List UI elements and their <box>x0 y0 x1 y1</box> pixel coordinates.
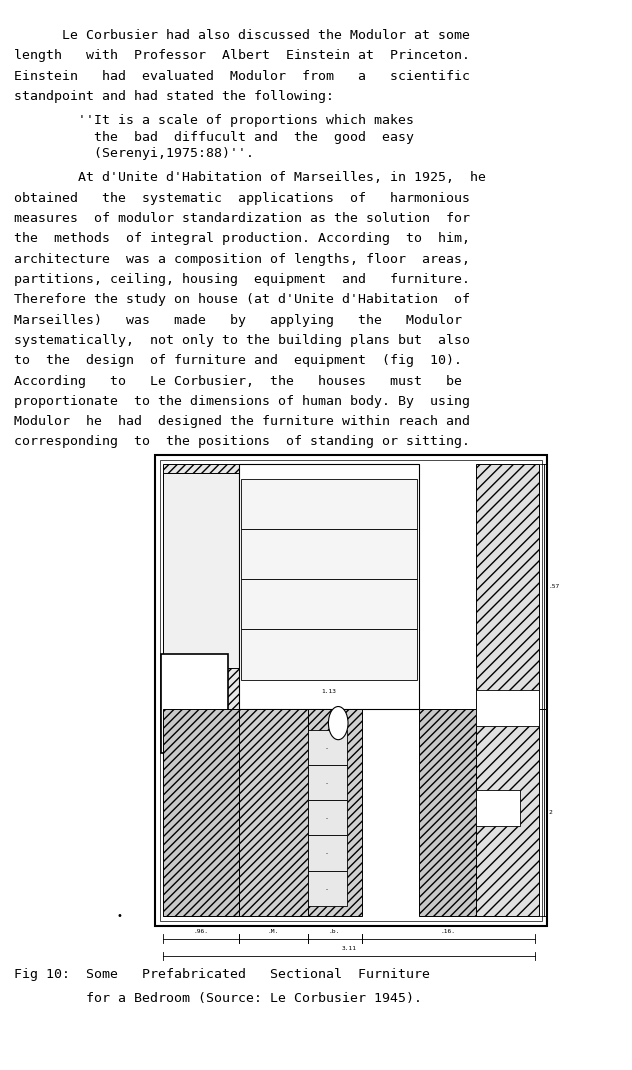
Text: 3.11: 3.11 <box>341 946 356 951</box>
Text: standpoint and had stated the following:: standpoint and had stated the following: <box>14 90 334 103</box>
Bar <box>308 871 347 906</box>
Text: According   to   Le Corbusier,  the   houses   must   be: According to Le Corbusier, the houses mu… <box>14 374 462 387</box>
Text: the  methods  of integral production. According  to  him,: the methods of integral production. Acco… <box>14 232 470 245</box>
Bar <box>159 459 542 921</box>
Text: .96.: .96. <box>193 929 209 934</box>
Bar <box>308 765 347 800</box>
Text: Modulor  he  had  designed the furniture within reach and: Modulor he had designed the furniture wi… <box>14 415 470 428</box>
Bar <box>161 654 228 753</box>
Text: architecture  was a composition of lengths, floor  areas,: architecture was a composition of length… <box>14 253 470 265</box>
Text: Therefore the study on house (at d'Unite d'Habitation  of: Therefore the study on house (at d'Unite… <box>14 293 470 306</box>
Text: .M.: .M. <box>268 929 279 934</box>
Text: Le Corbusier had also discussed the Modulor at some: Le Corbusier had also discussed the Modu… <box>14 29 470 42</box>
Bar <box>308 730 347 765</box>
Circle shape <box>329 706 348 739</box>
Text: Einstein   had  evaluated  Modulor  from   a   scientific: Einstein had evaluated Modulor from a sc… <box>14 70 470 82</box>
Bar <box>308 836 347 871</box>
Bar <box>476 464 539 916</box>
Text: systematically,  not only to the building plans but  also: systematically, not only to the building… <box>14 334 470 347</box>
Text: .16.: .16. <box>441 929 456 934</box>
Bar <box>241 629 417 679</box>
Text: •: • <box>117 911 123 921</box>
Bar <box>308 800 347 836</box>
Text: ..: .. <box>326 886 329 890</box>
Text: ..: .. <box>326 745 329 750</box>
Text: to  the  design  of furniture and  equipment  (fig  10).: to the design of furniture and equipment… <box>14 354 462 367</box>
Bar <box>308 709 362 916</box>
Bar <box>420 709 506 916</box>
Text: obtained   the  systematic  applications  of   harmonious: obtained the systematic applications of … <box>14 192 470 204</box>
Text: ''It is a scale of proportions which makes: ''It is a scale of proportions which mak… <box>14 114 414 127</box>
Text: ..: .. <box>326 815 329 821</box>
Text: proportionate  to the dimensions of human body. By  using: proportionate to the dimensions of human… <box>14 395 470 408</box>
Text: partitions, ceiling, housing  equipment  and   furniture.: partitions, ceiling, housing equipment a… <box>14 273 470 286</box>
Text: Marseilles)   was   made   by   applying   the   Modulor: Marseilles) was made by applying the Mod… <box>14 314 462 326</box>
Bar <box>476 790 520 826</box>
Bar <box>239 709 308 916</box>
Bar <box>476 690 539 727</box>
Bar <box>241 479 417 529</box>
Text: .57: .57 <box>548 584 559 590</box>
Text: ..: .. <box>326 780 329 785</box>
Text: for a Bedroom (Source: Le Corbusier 1945).: for a Bedroom (Source: Le Corbusier 1945… <box>14 992 422 1005</box>
Text: At d'Unite d'Habitation of Marseilles, in 1925,  he: At d'Unite d'Habitation of Marseilles, i… <box>14 171 486 184</box>
Bar <box>162 473 239 668</box>
Text: measures  of modulor standardization as the solution  for: measures of modulor standardization as t… <box>14 212 470 225</box>
Bar <box>162 464 239 916</box>
Text: Fig 10:  Some   Prefabricated   Sectional  Furniture: Fig 10: Some Prefabricated Sectional Fur… <box>14 968 430 981</box>
Text: 2: 2 <box>548 810 552 815</box>
Bar <box>241 529 417 579</box>
Bar <box>239 464 420 709</box>
Text: (Serenyi,1975:88)''.: (Serenyi,1975:88)''. <box>14 147 254 159</box>
Text: the  bad  diffucult and  the  good  easy: the bad diffucult and the good easy <box>14 131 414 143</box>
Text: .b.: .b. <box>329 929 340 934</box>
Bar <box>155 455 547 926</box>
Text: 1.13: 1.13 <box>322 689 337 694</box>
Text: ..: .. <box>326 851 329 855</box>
Text: corresponding  to  the positions  of standing or sitting.: corresponding to the positions of standi… <box>14 435 470 448</box>
Bar <box>162 709 239 916</box>
Text: length   with  Professor  Albert  Einstein at  Princeton.: length with Professor Albert Einstein at… <box>14 49 470 62</box>
Bar <box>241 579 417 629</box>
